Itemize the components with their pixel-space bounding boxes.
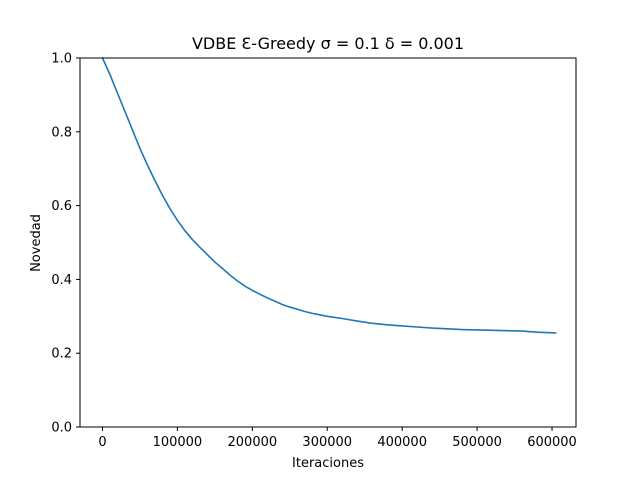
axes: 0 100000 200000 300000 400000 500000 600000 0.0… bbox=[51, 52, 577, 451]
y-tick-label: 0.0 bbox=[51, 421, 72, 436]
y-tick-label: 0.6 bbox=[51, 199, 72, 214]
x-axis-label: Iteraciones bbox=[292, 456, 364, 471]
series-line-0 bbox=[101, 57, 557, 334]
y-tick-label: 0.8 bbox=[51, 125, 72, 140]
x-tick-label: 300000 bbox=[302, 435, 352, 450]
plot-area bbox=[101, 57, 557, 334]
x-tick-label: 200000 bbox=[228, 435, 278, 450]
y-tick-label: 0.2 bbox=[51, 347, 72, 362]
x-tick-label: 500000 bbox=[452, 435, 502, 450]
plot-frame bbox=[79, 57, 577, 428]
y-tick-label: 1.0 bbox=[51, 52, 72, 67]
y-tick-label: 0.4 bbox=[51, 273, 72, 288]
y-axis-label: Novedad bbox=[29, 214, 44, 272]
x-tick-label: 0 bbox=[98, 435, 106, 450]
x-tick-label: 100000 bbox=[153, 435, 203, 450]
chart-title: VDBE Ɛ-Greedy σ = 0.1 δ = 0.001 bbox=[192, 34, 464, 53]
x-tick-label: 400000 bbox=[377, 435, 427, 450]
x-tick-label: 600000 bbox=[527, 435, 577, 450]
